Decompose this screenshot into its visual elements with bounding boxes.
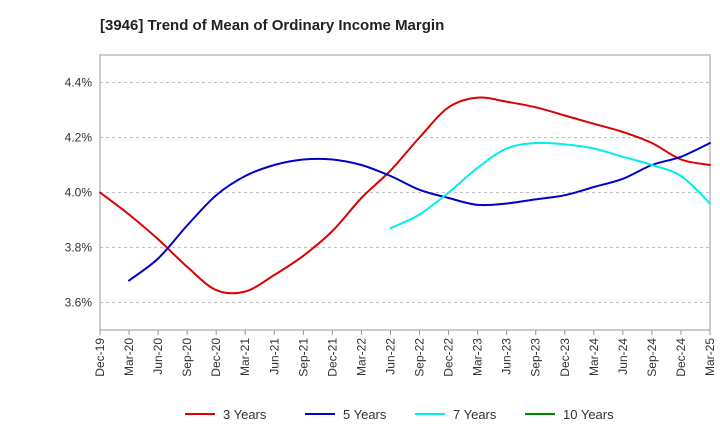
y-axis-ticks: 3.6% 3.8% 4.0% 4.2% 4.4% xyxy=(65,76,93,310)
x-tick-label: Mar-24 xyxy=(587,338,601,376)
x-tick-label: Jun-20 xyxy=(151,338,165,375)
x-tick-label: Mar-23 xyxy=(471,338,485,376)
series-line-3-years xyxy=(99,96,711,295)
x-tick-label: Dec-23 xyxy=(558,338,572,377)
x-tick-label: Jun-21 xyxy=(267,338,281,375)
legend: 3 Years 5 Years 7 Years 10 Years xyxy=(185,407,614,422)
legend-label: 7 Years xyxy=(453,407,497,422)
legend-label: 10 Years xyxy=(563,407,614,422)
x-tick-label: Sep-22 xyxy=(413,338,427,377)
x-tick-label: Dec-22 xyxy=(442,338,456,377)
y-tick-label: 4.4% xyxy=(65,76,93,90)
legend-label: 5 Years xyxy=(343,407,387,422)
x-axis-ticks: Dec-19 Mar-20 Jun-20 Sep-20 Dec-20 Mar-21 Jun-… xyxy=(93,330,717,377)
x-tick-label: Jun-22 xyxy=(383,338,397,375)
y-tick-label: 4.0% xyxy=(65,186,93,200)
x-tick-label: Dec-24 xyxy=(674,338,688,377)
x-tick-label: Jun-23 xyxy=(500,338,514,375)
y-tick-label: 3.8% xyxy=(65,241,93,255)
y-tick-label: 3.6% xyxy=(65,296,93,310)
x-tick-label: Dec-21 xyxy=(325,338,339,377)
x-tick-label: Mar-21 xyxy=(238,338,252,376)
x-tick-label: Dec-19 xyxy=(93,338,107,377)
x-tick-label: Mar-25 xyxy=(703,338,717,376)
y-tick-label: 4.2% xyxy=(65,131,93,145)
x-tick-label: Dec-20 xyxy=(209,338,223,377)
series-line-5-years xyxy=(128,142,711,282)
x-tick-label: Sep-20 xyxy=(180,338,194,377)
chart-title: [3946] Trend of Mean of Ordinary Income … xyxy=(100,17,444,34)
series-line-7-years xyxy=(389,141,711,230)
x-tick-label: Sep-23 xyxy=(529,338,543,377)
legend-label: 3 Years xyxy=(223,407,267,422)
x-tick-label: Sep-24 xyxy=(645,338,659,377)
x-tick-label: Mar-22 xyxy=(354,338,368,376)
x-tick-label: Mar-20 xyxy=(122,338,136,376)
x-tick-label: Jun-24 xyxy=(616,338,630,375)
x-tick-label: Sep-21 xyxy=(296,338,310,377)
series-lines xyxy=(99,96,711,295)
